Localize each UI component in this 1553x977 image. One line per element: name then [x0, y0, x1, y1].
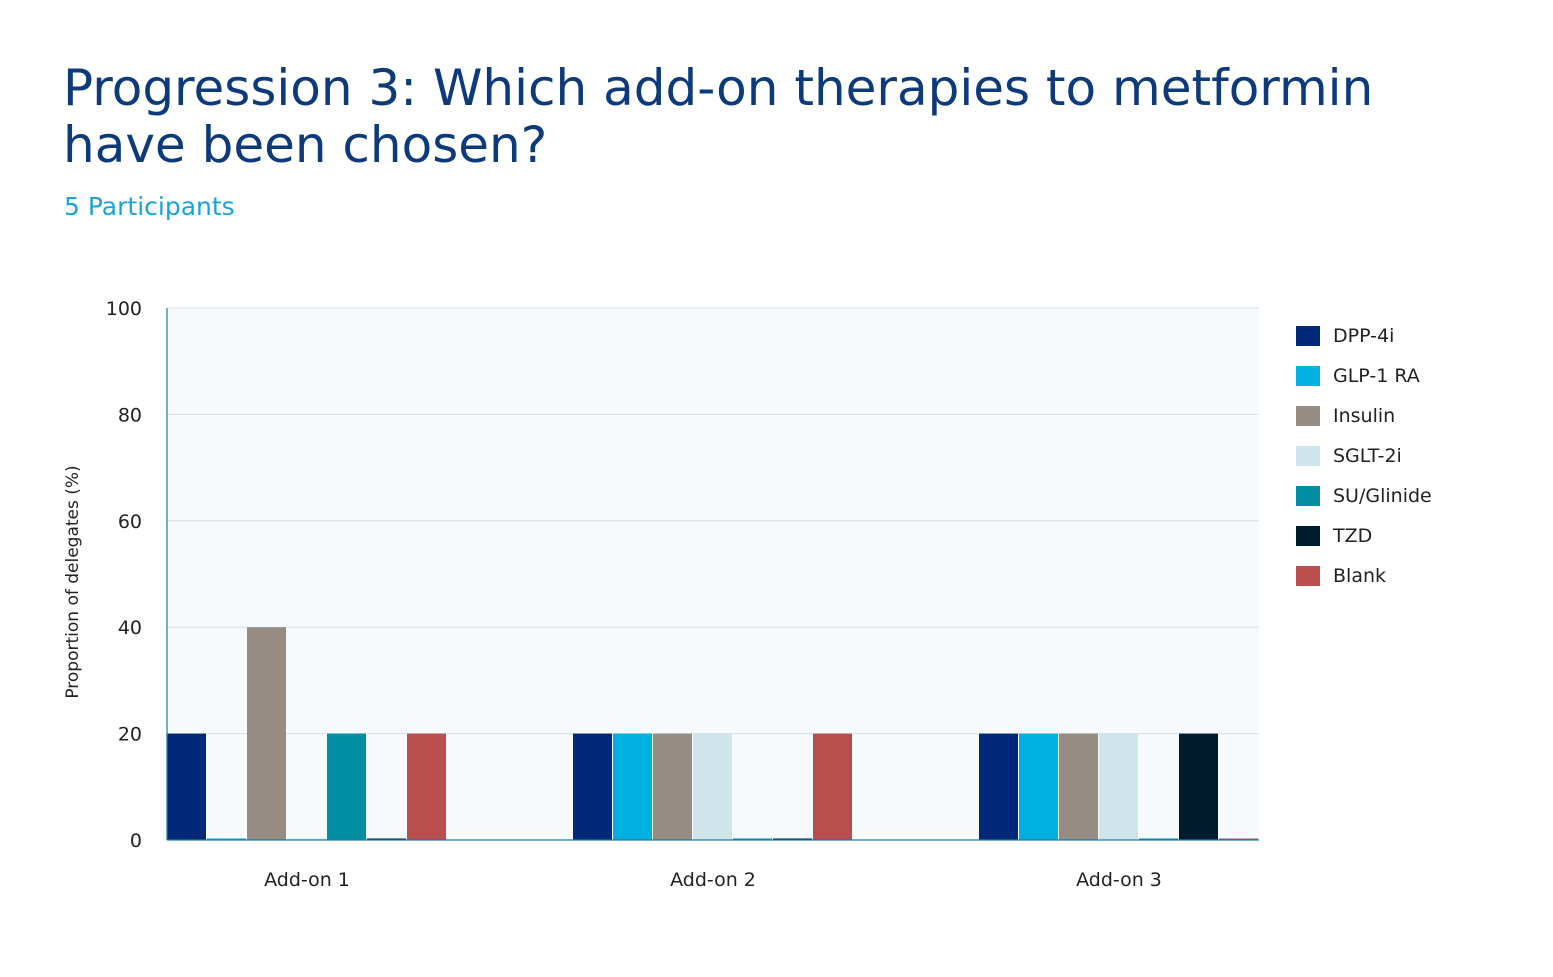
legend-label: DPP-4i [1333, 325, 1395, 347]
bar [693, 733, 732, 840]
bar [733, 838, 772, 840]
legend-label: GLP-1 RA [1333, 365, 1420, 387]
participants-subtitle: 5 Participants [64, 192, 235, 221]
legend-label: SU/Glinide [1333, 485, 1432, 507]
bar [287, 838, 326, 840]
legend-swatch [1296, 566, 1320, 586]
bar [167, 733, 206, 840]
legend-item: TZD [1296, 516, 1432, 556]
x-category-label: Add-on 2 [670, 869, 756, 891]
bar [407, 733, 446, 840]
legend-swatch [1296, 446, 1320, 466]
y-tick-label: 80 [118, 404, 142, 426]
bar [1219, 838, 1258, 840]
bar [813, 733, 852, 840]
bar [247, 627, 286, 840]
bar [653, 733, 692, 840]
x-category-label: Add-on 3 [1076, 869, 1162, 891]
legend-swatch [1296, 526, 1320, 546]
y-tick-label: 40 [118, 617, 142, 639]
bar [1019, 733, 1058, 840]
legend-label: Insulin [1333, 405, 1396, 427]
legend-item: SGLT-2i [1296, 436, 1432, 476]
y-tick-label: 20 [118, 724, 142, 746]
bar [773, 838, 812, 840]
bar [207, 838, 246, 840]
y-tick-label: 0 [130, 830, 142, 852]
y-tick-label: 60 [118, 511, 142, 533]
x-category-label: Add-on 1 [264, 869, 350, 891]
legend-label: SGLT-2i [1333, 445, 1402, 467]
legend-label: TZD [1333, 525, 1373, 547]
legend-swatch [1296, 486, 1320, 506]
bar [1059, 733, 1098, 840]
legend-item: SU/Glinide [1296, 476, 1432, 516]
legend-item: GLP-1 RA [1296, 356, 1432, 396]
bar [979, 733, 1018, 840]
bar [327, 733, 366, 840]
bar [1139, 838, 1178, 840]
chart-title: Progression 3: Which add-on therapies to… [63, 59, 1374, 174]
legend-item: Blank [1296, 556, 1432, 596]
bar [367, 838, 406, 840]
bar [1099, 733, 1138, 840]
bar [573, 733, 612, 840]
chart-legend: DPP-4i GLP-1 RA Insulin SGLT-2i SU/Glinide TZ… [1296, 316, 1432, 596]
y-tick-label: 100 [106, 298, 142, 320]
y-axis-title: Proportion of delegates (%) [63, 465, 83, 698]
legend-item: DPP-4i [1296, 316, 1432, 356]
bar [613, 733, 652, 840]
legend-swatch [1296, 366, 1320, 386]
legend-swatch [1296, 326, 1320, 346]
legend-swatch [1296, 406, 1320, 426]
legend-item: Insulin [1296, 396, 1432, 436]
legend-label: Blank [1333, 565, 1387, 587]
bar [1179, 733, 1218, 840]
